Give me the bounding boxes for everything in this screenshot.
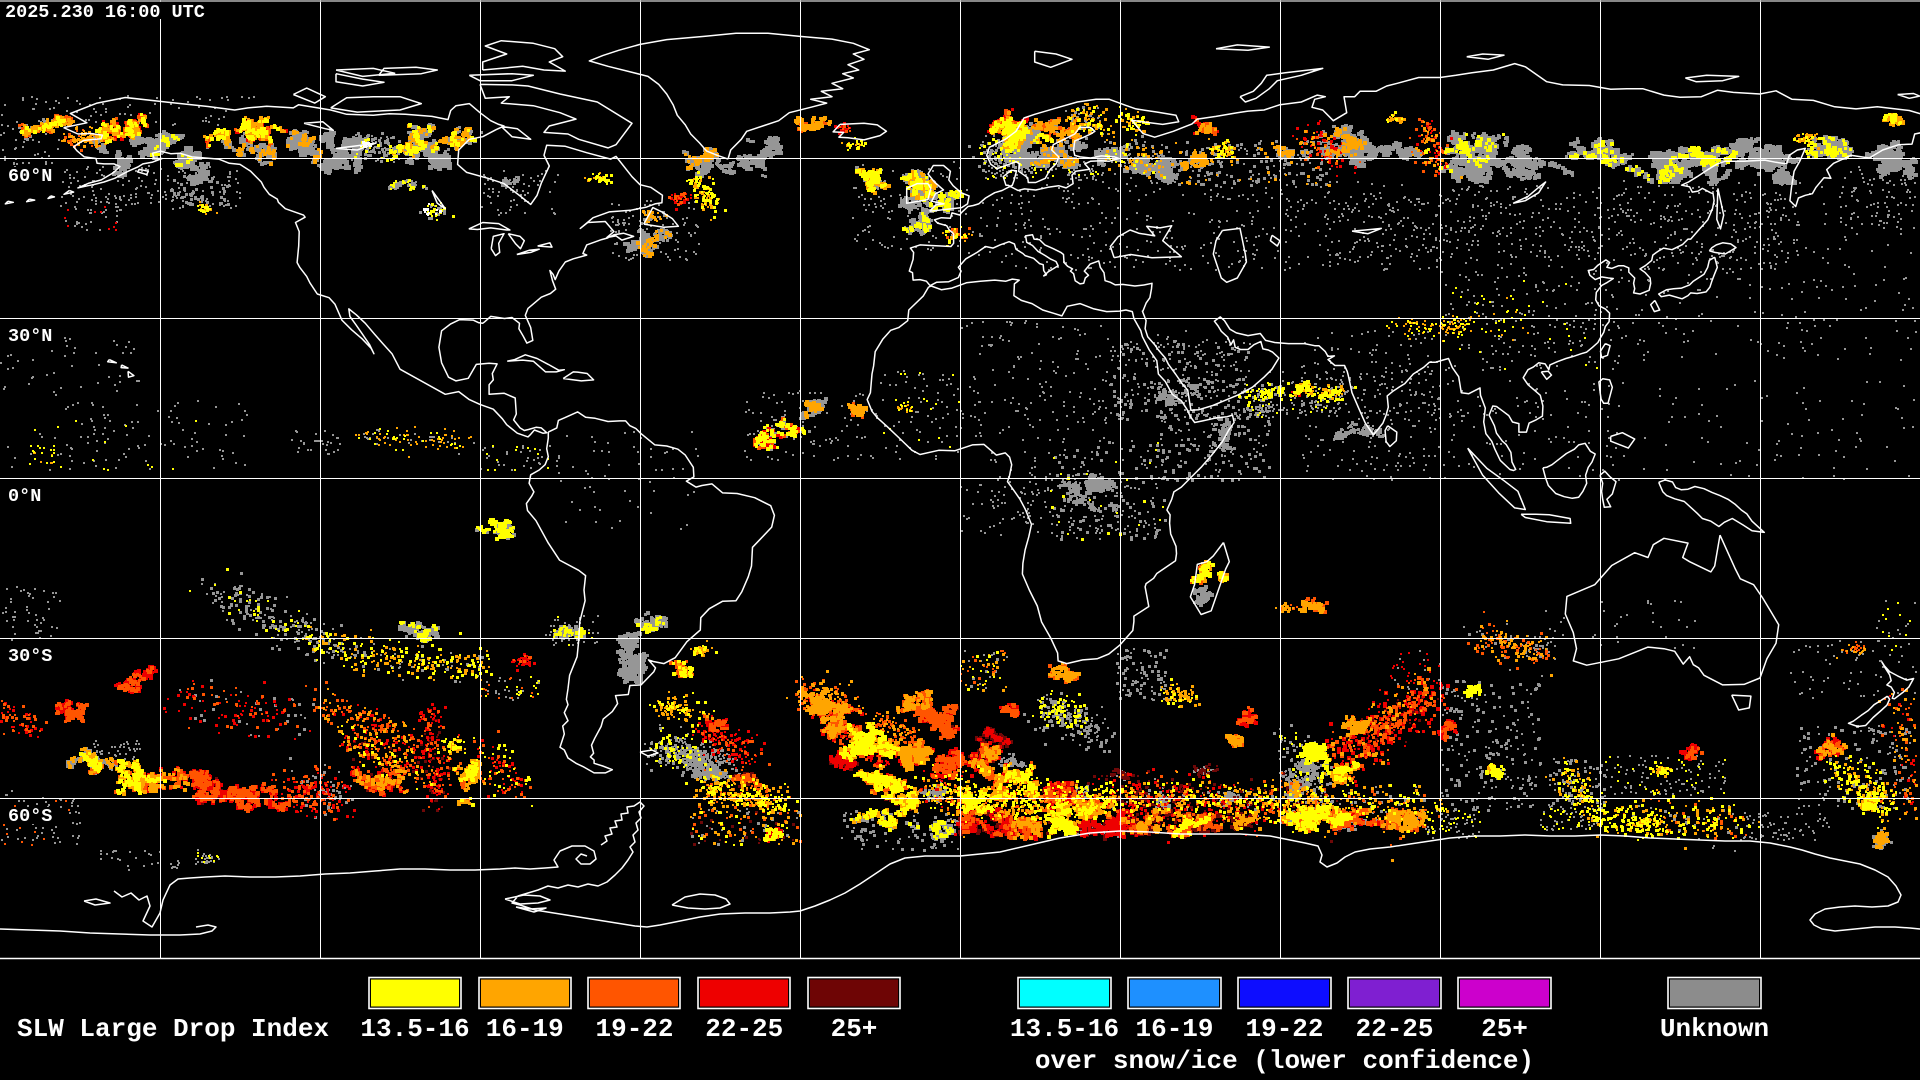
svg-text:25+: 25+ [831,1014,878,1044]
svg-text:0°N: 0°N [8,486,41,507]
svg-text:2025.230 16:00 UTC: 2025.230 16:00 UTC [5,2,205,23]
svg-text:30°S: 30°S [8,646,52,667]
svg-text:30°N: 30°N [8,326,52,347]
svg-text:over snow/ice (lower confidenc: over snow/ice (lower confidence) [1035,1046,1534,1076]
svg-text:13.5-16: 13.5-16 [360,1014,469,1044]
svg-text:22-25: 22-25 [1355,1014,1433,1044]
svg-text:22-25: 22-25 [705,1014,783,1044]
svg-text:60°N: 60°N [8,166,52,187]
svg-text:SLW Large Drop Index: SLW Large Drop Index [17,1014,329,1044]
svg-text:16-19: 16-19 [1135,1014,1213,1044]
svg-text:16-19: 16-19 [486,1014,564,1044]
svg-text:Unknown: Unknown [1660,1014,1769,1044]
svg-text:13.5-16: 13.5-16 [1010,1014,1119,1044]
svg-text:19-22: 19-22 [595,1014,673,1044]
svg-text:25+: 25+ [1481,1014,1528,1044]
svg-text:19-22: 19-22 [1245,1014,1323,1044]
svg-text:60°S: 60°S [8,806,52,827]
